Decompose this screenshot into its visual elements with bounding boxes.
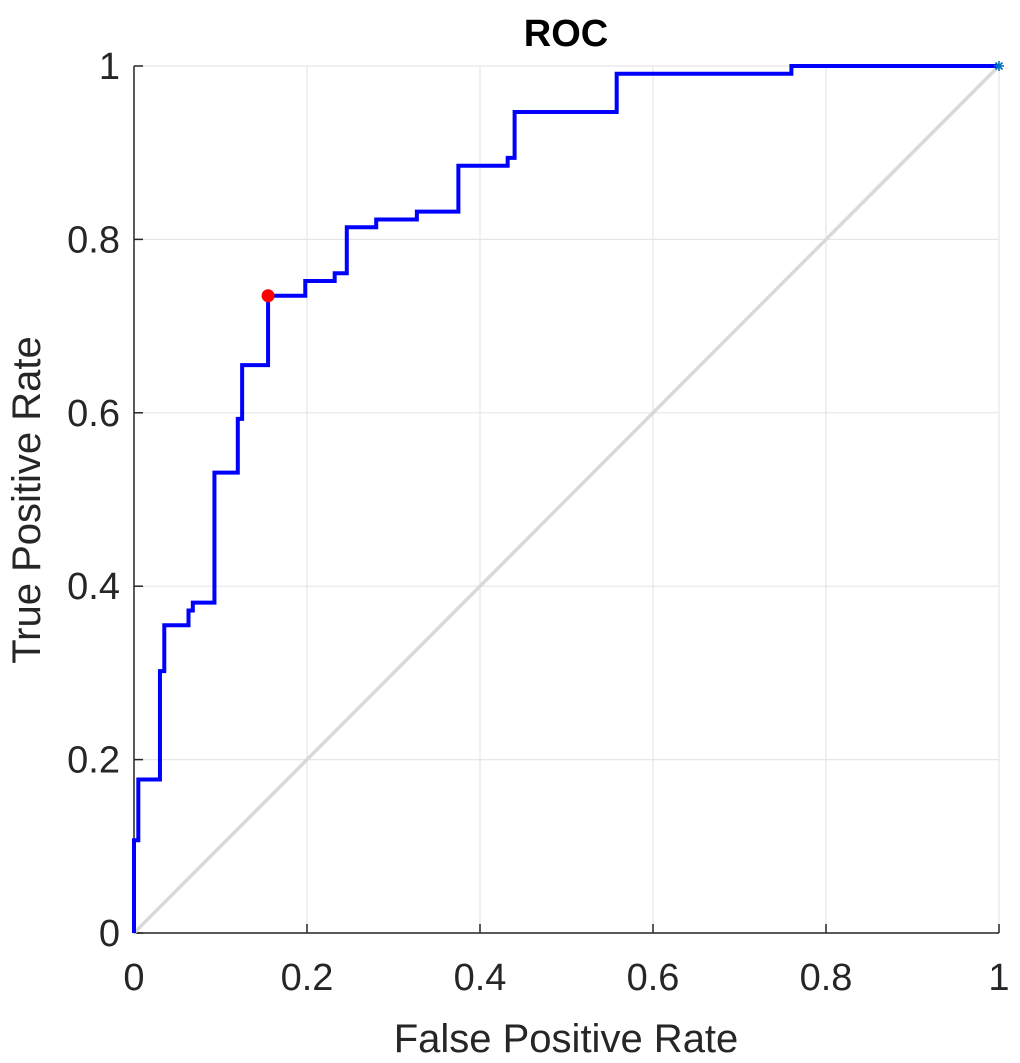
x-tick-label: 0.8 xyxy=(800,957,853,999)
tick-labels: 0 0.2 0.4 0.6 0.8 1 0 0.2 0.4 0.6 0.8 1 xyxy=(67,46,1009,999)
endpoint-asterisk-marker xyxy=(994,61,1004,71)
x-tick-label: 0 xyxy=(123,957,144,999)
x-tick-label: 0.2 xyxy=(281,957,334,999)
roc-curve-line xyxy=(132,64,999,933)
x-tick-label: 1 xyxy=(988,957,1009,999)
x-axis-label: False Positive Rate xyxy=(394,1017,739,1061)
y-tick-label: 0.4 xyxy=(67,566,120,608)
x-tick-label: 0.6 xyxy=(627,957,680,999)
y-tick-label: 0.6 xyxy=(67,393,120,435)
chance-diagonal-line xyxy=(132,64,1001,935)
x-tick-label: 0.4 xyxy=(454,957,507,999)
y-axis-label: True Positive Rate xyxy=(5,336,49,664)
y-tick-label: 0 xyxy=(99,913,120,955)
y-tick-label: 1 xyxy=(99,46,120,88)
optimal-point-marker xyxy=(261,289,275,303)
y-tick-label: 0.2 xyxy=(67,740,120,782)
chart-title: ROC xyxy=(524,13,608,55)
series-layer xyxy=(132,64,1001,935)
y-tick-label: 0.8 xyxy=(67,219,120,261)
asterisk-stroke xyxy=(994,61,1004,71)
grid xyxy=(133,65,1000,934)
markers xyxy=(261,61,1004,303)
